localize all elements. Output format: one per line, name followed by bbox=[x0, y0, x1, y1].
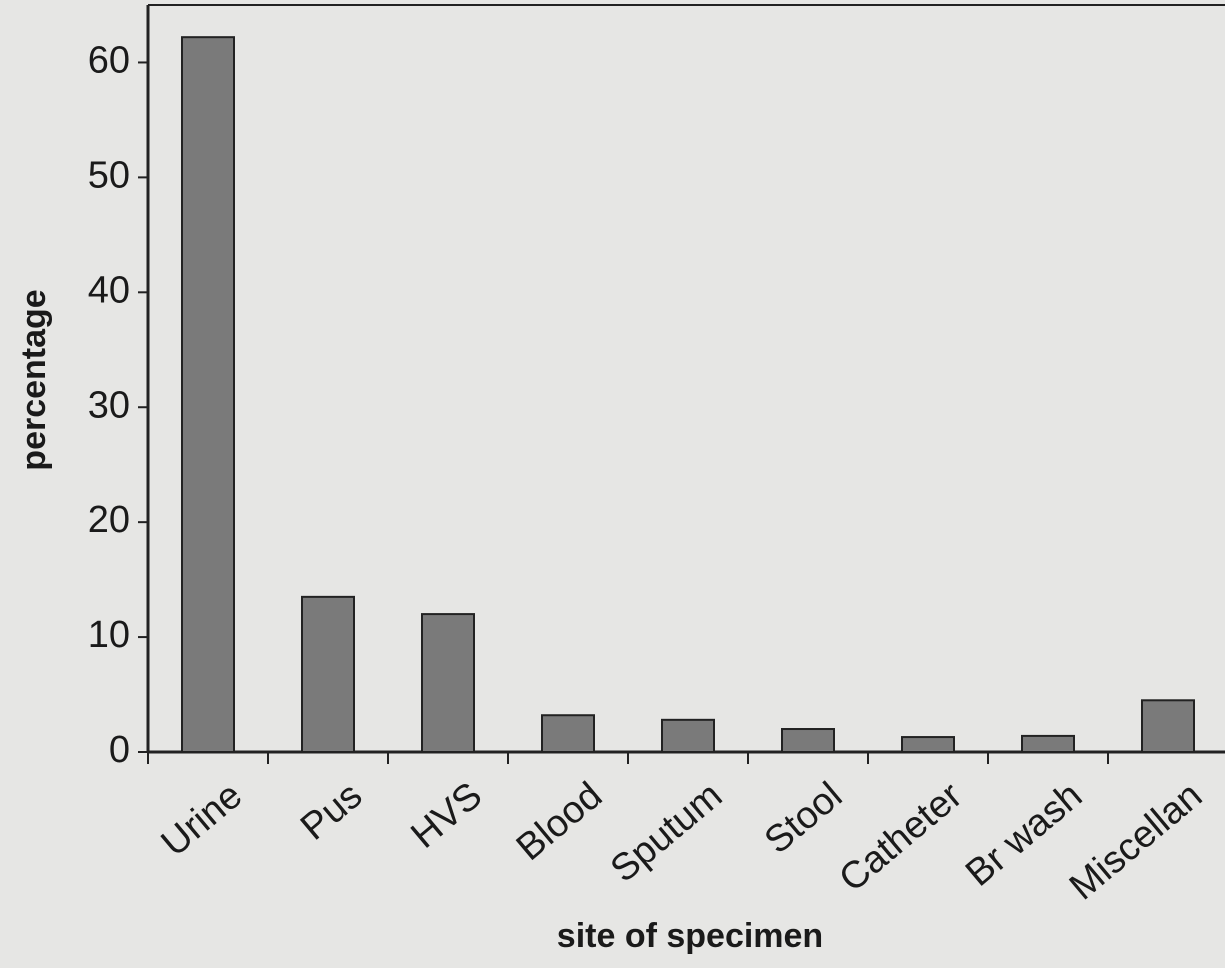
y-tick-label: 60 bbox=[88, 39, 130, 81]
y-tick-label: 30 bbox=[88, 384, 130, 426]
bar bbox=[541, 714, 595, 753]
bar bbox=[901, 736, 955, 753]
bar bbox=[181, 36, 235, 753]
y-axis-title: percentage bbox=[15, 289, 53, 470]
bar bbox=[781, 728, 835, 753]
bar bbox=[301, 595, 355, 753]
bar bbox=[421, 613, 475, 753]
bar bbox=[1021, 734, 1075, 753]
x-axis-title: site of specimen bbox=[557, 917, 823, 955]
bar bbox=[661, 718, 715, 753]
y-tick-label: 20 bbox=[88, 499, 130, 541]
y-tick-label: 50 bbox=[88, 154, 130, 196]
y-tick-label: 10 bbox=[88, 614, 130, 656]
y-tick-label: 40 bbox=[88, 269, 130, 311]
y-tick-label: 0 bbox=[109, 729, 130, 771]
bar bbox=[1141, 699, 1195, 753]
